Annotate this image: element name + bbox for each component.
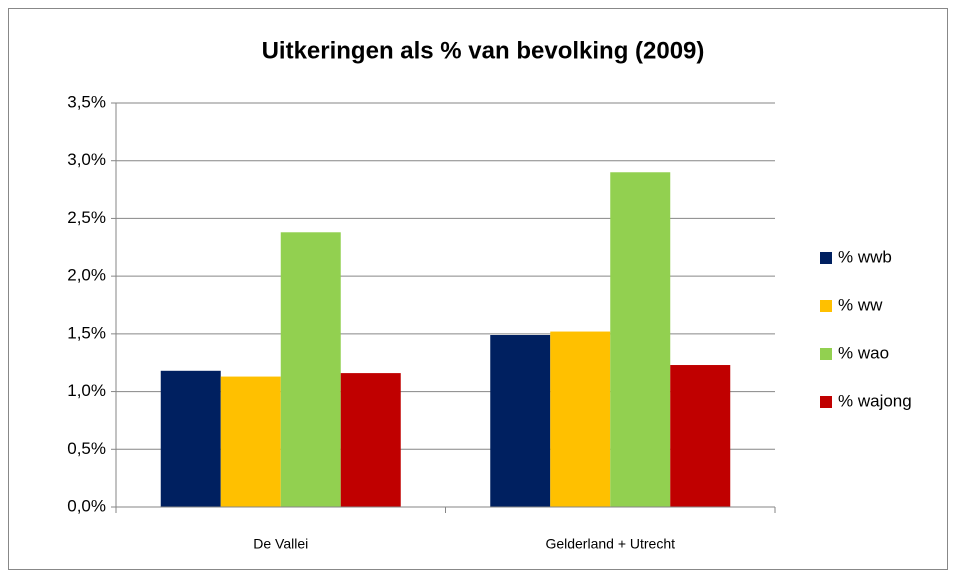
bar [280,232,341,507]
y-tick-label: 0,0% [67,496,106,515]
bar [160,370,221,507]
y-tick-label: 2,0% [67,266,106,285]
chart-title: Uitkeringen als % van bevolking (2009) [262,37,705,64]
bar [550,331,611,507]
legend-label: % wao [838,343,889,362]
bar [490,335,551,507]
bar [340,373,401,507]
legend-label: % ww [838,295,883,314]
x-tick-label: Gelderland + Utrecht [545,536,675,552]
legend-swatch [820,396,832,408]
y-tick-label: 3,0% [67,150,106,169]
y-tick-label: 3,5% [67,92,106,111]
legend-label: % wwb [838,247,892,266]
legend-swatch [820,252,832,264]
legend-swatch [820,348,832,360]
y-tick-label: 2,5% [67,208,106,227]
legend-label: % wajong [838,391,912,410]
y-tick-label: 1,5% [67,323,106,342]
legend-swatch [820,300,832,312]
x-tick-label: De Vallei [253,536,308,552]
y-tick-label: 1,0% [67,381,106,400]
chart-border [8,8,948,570]
y-tick-label: 0,5% [67,439,106,458]
bar [220,376,281,507]
bar [610,172,671,507]
bar [670,365,731,507]
